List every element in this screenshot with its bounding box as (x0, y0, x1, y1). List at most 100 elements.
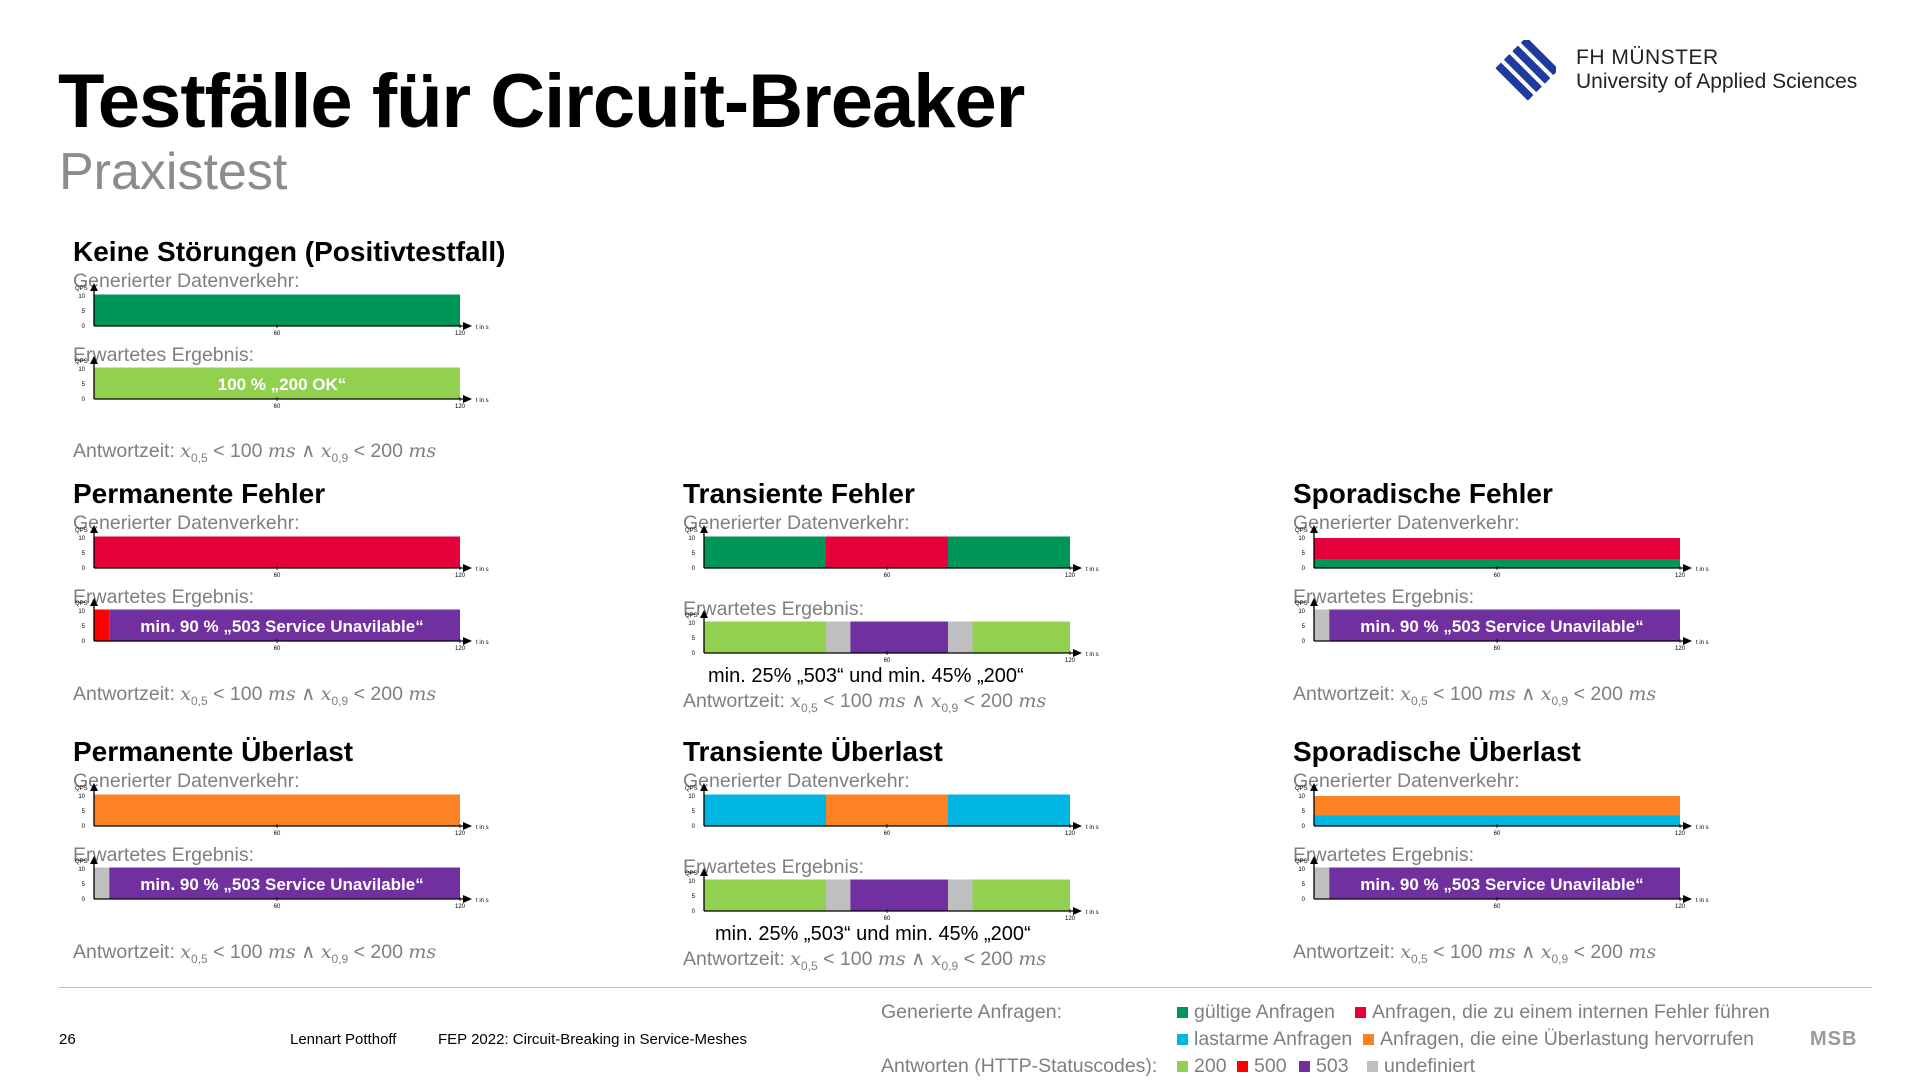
y-tick-label: 0 (82, 566, 86, 572)
y-tick-label: 5 (692, 636, 696, 642)
generated-bars (94, 536, 460, 568)
legend-item-low-load-requests: lastarme Anfragen (1177, 1028, 1353, 1050)
legend-label: 503 (1316, 1055, 1349, 1077)
expected-result-chart: min. 90 % „503 Service Unavilable“ QPS 0 5 1… (1295, 856, 1709, 910)
x-tick-label: 120 (455, 831, 466, 837)
y-tick-label: 0 (692, 909, 696, 915)
expected-result-chart: min. 90 % „503 Service Unavilable“ QPS 0 5 1… (1295, 598, 1709, 652)
y-tick-label: 0 (692, 651, 696, 657)
expected-segment-status_503 (1329, 867, 1680, 899)
y-tick-label: 10 (688, 621, 695, 627)
logo-text: FH MÜNSTER University of Applied Science… (1576, 46, 1857, 94)
y-tick-label: 0 (82, 639, 86, 645)
axes: QPS 0 5 10 60 120 t in s (685, 868, 1099, 922)
generated-bars (704, 794, 1070, 826)
x-tick-label: 120 (1675, 646, 1686, 652)
generated-bars (704, 536, 1070, 568)
y-axis-label: QPS (75, 786, 88, 792)
x-tick-label: 60 (1494, 573, 1501, 579)
response-time-label: Antwortzeit: (73, 440, 175, 462)
x-tick-label: 120 (1065, 573, 1076, 579)
legend-label: undefiniert (1384, 1055, 1476, 1077)
expected-result-note: min. 25% „503“ und min. 45% „200“ (715, 923, 1031, 945)
y-tick-label: 10 (688, 879, 695, 885)
expected-result-label: Erwartetes Ergebnis: (1293, 586, 1474, 608)
expected-bars (94, 609, 460, 641)
y-tick-label: 5 (1302, 624, 1306, 630)
x-tick-label: 60 (274, 331, 281, 337)
axes: QPS 0 5 10 60 120 t in s (75, 783, 489, 837)
generated-band-valid_request (1314, 559, 1680, 568)
legend-label: Anfragen, die zu einem internen Fehler f… (1372, 1001, 1770, 1023)
x-axis-label: t in s (1086, 825, 1099, 831)
response-time-condition: Antwortzeit: x0,5 < 100 ms ∧ x0,9 < 200 … (1293, 683, 1657, 708)
generated-segment-valid_request (948, 536, 1070, 568)
generated-traffic-chart: QPS 0 5 10 60 120 t in s (75, 525, 489, 579)
axes: QPS 0 5 10 60 120 t in s (685, 783, 1099, 837)
legend-label: lastarme Anfragen (1194, 1028, 1353, 1050)
y-tick-label: 5 (692, 894, 696, 900)
x-tick-label: 60 (1494, 904, 1501, 910)
generated-bars (1314, 538, 1680, 568)
x-tick-label: 60 (884, 573, 891, 579)
expected-bars (94, 367, 460, 399)
y-tick-label: 10 (78, 794, 85, 800)
response-time-formula: x0,5 < 100 ms ∧ x0,9 < 200 ms (180, 440, 437, 465)
generated-bars (94, 294, 460, 326)
y-axis-label: QPS (685, 613, 698, 619)
y-tick-label: 0 (692, 824, 696, 830)
response-time-formula: x0,5 < 100 ms ∧ x0,9 < 200 ms (180, 941, 437, 966)
logo-line1: FH MÜNSTER (1576, 46, 1719, 69)
x-axis-label: t in s (1696, 640, 1709, 646)
y-tick-label: 0 (1302, 897, 1306, 903)
y-tick-label: 10 (688, 794, 695, 800)
response-time-formula: x0,5 < 100 ms ∧ x0,9 < 200 ms (1400, 683, 1657, 708)
legend-label: Anfragen, die eine Überlastung hervorruf… (1380, 1028, 1754, 1050)
x-tick-label: 120 (455, 904, 466, 910)
expected-result-note: min. 25% „503“ und min. 45% „200“ (708, 665, 1024, 687)
legend-swatch (1177, 1034, 1188, 1046)
axes: QPS 0 5 10 60 120 t in s (685, 610, 1099, 664)
generated-band-internal_error_request (1314, 538, 1680, 559)
axes: QPS 0 5 10 60 120 t in s (1295, 856, 1709, 910)
y-axis-label: QPS (75, 859, 88, 865)
x-tick-label: 60 (884, 916, 891, 922)
fh-logo-icon (1495, 40, 1556, 101)
x-tick-label: 120 (455, 404, 466, 410)
generated-band-low_load_request (1314, 815, 1680, 826)
x-tick-label: 120 (455, 646, 466, 652)
y-tick-label: 5 (82, 809, 86, 815)
x-tick-label: 60 (1494, 646, 1501, 652)
y-axis-label: QPS (685, 786, 698, 792)
expected-bar-label: min. 90 % „503 Service Unavilable“ (140, 875, 423, 894)
generated-traffic-chart: QPS 0 5 10 60 120 t in s (75, 283, 489, 337)
x-axis-label: t in s (476, 398, 489, 404)
expected-result-label: Erwartetes Ergebnis: (73, 586, 254, 608)
expected-result-chart: min. 90 % „503 Service Unavilable“ QPS 0 5 1… (75, 856, 489, 910)
test-case-section: Transiente Überlast Generierter Datenverk… (683, 738, 1243, 986)
expected-segment-status_503 (109, 867, 460, 899)
legend-swatch (1355, 1007, 1366, 1019)
y-tick-label: 10 (1298, 609, 1305, 615)
y-tick-label: 0 (82, 397, 86, 403)
footer-author: Lennart Potthoff (290, 1031, 397, 1048)
expected-segment-status_503 (850, 879, 948, 911)
expected-result-chart: QPS 0 5 10 60 120 t in s (685, 610, 1099, 664)
x-tick-label: 60 (274, 904, 281, 910)
expected-segment-undefined (1314, 609, 1330, 641)
y-axis-label: QPS (1295, 859, 1308, 865)
legend-responses-heading: Antworten (HTTP-Statuscodes): (881, 1055, 1158, 1077)
legend-item-error-requests: Anfragen, die zu einem internen Fehler f… (1355, 1001, 1770, 1023)
legend-swatch (1177, 1061, 1188, 1073)
generated-traffic-label: Generierter Datenverkehr: (73, 770, 300, 792)
axes: QPS 0 5 10 60 120 t in s (75, 283, 489, 337)
response-time-formula: x0,5 < 100 ms ∧ x0,9 < 200 ms (180, 683, 437, 708)
expected-segment-status_200 (704, 879, 826, 911)
generated-traffic-chart: QPS 0 5 10 60 120 t in s (1295, 525, 1709, 579)
y-tick-label: 10 (78, 867, 85, 873)
x-tick-label: 120 (1065, 916, 1076, 922)
test-case-section: Permanente Überlast Generierter Datenverk… (73, 738, 633, 986)
y-axis-label: QPS (685, 528, 698, 534)
x-axis-label: t in s (476, 825, 489, 831)
x-axis-label: t in s (1696, 825, 1709, 831)
